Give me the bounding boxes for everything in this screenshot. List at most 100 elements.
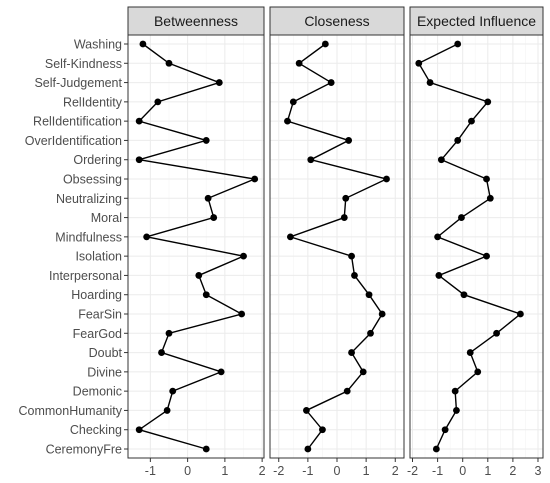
data-point (143, 233, 151, 241)
y-tick-label: Neutralizing (56, 192, 122, 206)
y-tick-label: Ordering (73, 153, 122, 167)
data-point (486, 194, 494, 202)
x-tick-label: 1 (363, 464, 370, 478)
data-point (365, 291, 373, 299)
data-point (163, 407, 171, 414)
data-point (345, 137, 353, 144)
data-point (466, 349, 474, 356)
facet-strip (269, 6, 405, 36)
data-point (359, 368, 367, 376)
y-tick-label: Checking (70, 423, 122, 437)
data-point (483, 252, 490, 260)
data-point (238, 310, 246, 318)
data-point (135, 117, 143, 125)
x-tick-label: -2 (273, 464, 284, 478)
data-point (378, 310, 386, 318)
data-point (454, 137, 462, 144)
data-point (135, 156, 143, 164)
data-point (483, 175, 490, 183)
x-tick-label: -1 (302, 464, 313, 478)
y-tick-label: FearGod (73, 327, 122, 341)
facet-panel-1: Closeness -2 -1 0 1 2 (269, 6, 405, 478)
data-point (343, 387, 351, 395)
data-point (304, 445, 312, 453)
x-tick-label: 2 (259, 464, 266, 478)
data-point (460, 291, 468, 299)
panel-border (409, 34, 544, 459)
data-point (139, 40, 147, 48)
data-point (451, 387, 459, 395)
x-tick-label: 0 (184, 464, 191, 478)
y-tick-label: Doubt (89, 346, 123, 360)
data-point (165, 59, 173, 67)
data-point (348, 349, 355, 356)
y-tick-label: Interpersonal (49, 269, 122, 283)
data-point (432, 445, 440, 453)
data-point (210, 214, 218, 221)
x-tick-label: 0 (334, 464, 341, 478)
data-point (517, 310, 524, 318)
y-tick-label: Isolation (75, 250, 122, 264)
x-tick-label: 1 (484, 464, 491, 478)
x-tick-label: 2 (392, 464, 399, 478)
facet-strip (409, 6, 544, 36)
data-point (348, 252, 355, 260)
y-tick-label: Divine (87, 365, 122, 379)
data-point (437, 156, 445, 164)
data-point (251, 175, 259, 183)
data-point (154, 98, 162, 106)
x-tick-label: -1 (145, 464, 156, 478)
y-tick-label: Washing (74, 38, 122, 52)
data-point (307, 156, 315, 164)
y-tick-label: CeremonyFre (46, 443, 122, 457)
data-point (240, 252, 247, 260)
data-point (158, 349, 165, 356)
facet-title: Closeness (304, 13, 369, 29)
data-point (434, 233, 442, 241)
y-tick-label: RelIdentity (63, 95, 123, 109)
y-tick-label: Demonic (73, 385, 122, 399)
y-tick-label: OverIdentification (25, 134, 122, 148)
x-tick-label: 1 (221, 464, 228, 478)
y-tick-label: RelIdentification (33, 115, 122, 129)
data-point (342, 194, 350, 202)
data-point (289, 98, 297, 106)
data-point (351, 272, 358, 279)
panel-border (127, 34, 265, 459)
data-point (454, 40, 462, 48)
data-point (383, 175, 390, 183)
y-tick-label: Self-Kindness (45, 57, 122, 71)
y-tick-label: Self-Judgement (34, 76, 122, 90)
data-point (217, 368, 225, 376)
data-point (321, 40, 329, 48)
data-point (468, 117, 475, 125)
facet-title: Expected Influence (417, 13, 536, 29)
data-point (484, 98, 492, 106)
data-point (195, 272, 203, 279)
data-point (493, 329, 500, 337)
data-point (286, 233, 294, 241)
data-point (415, 59, 423, 67)
series-line (137, 43, 258, 450)
x-tick-label: 0 (459, 464, 466, 478)
data-point (340, 214, 348, 221)
data-point (295, 59, 303, 67)
data-point (319, 426, 326, 434)
x-tick-label: -1 (432, 464, 443, 478)
data-point (202, 137, 210, 144)
data-point (453, 407, 460, 414)
y-tick-label: Obsessing (63, 173, 122, 187)
data-point (458, 214, 465, 221)
y-tick-label: Moral (91, 211, 122, 225)
data-point (202, 445, 210, 453)
data-point (204, 194, 212, 202)
data-point (367, 329, 374, 337)
data-point (303, 407, 310, 414)
facet-panel-2: Expected Influence -2 -1 0 1 2 3 (407, 6, 544, 478)
x-tick-label: 2 (509, 464, 516, 478)
data-point (215, 79, 223, 86)
data-point (169, 387, 177, 395)
y-tick-label: Hoarding (71, 288, 122, 302)
data-point (135, 426, 143, 434)
